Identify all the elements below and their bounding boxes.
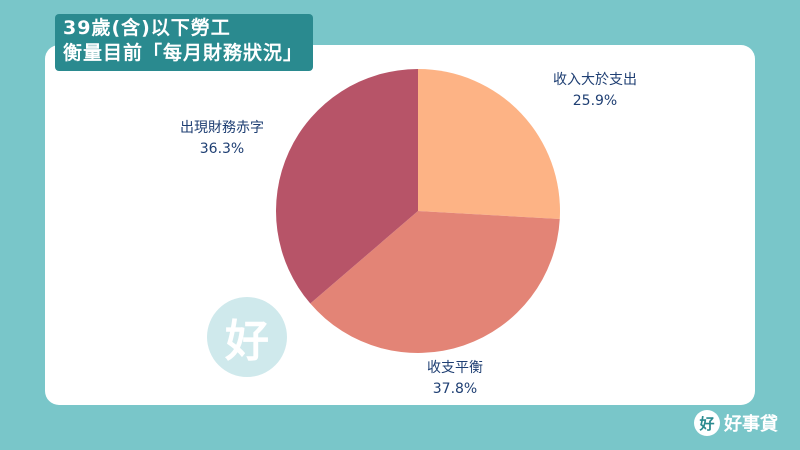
brand-name: 好事貸: [724, 414, 778, 435]
chart-title: 39歲(含)以下勞工 衡量目前「每月財務狀況」: [55, 14, 314, 71]
slice-value-label: 36.3%: [200, 141, 244, 157]
slice-value-label: 37.8%: [433, 381, 477, 397]
brand-icon: 好: [694, 410, 720, 436]
slice-label: 收入大於支出: [553, 72, 637, 88]
pie-slice: [310, 211, 560, 353]
slice-label: 收支平衡: [427, 360, 483, 376]
watermark-logo-icon: 好: [207, 297, 287, 377]
slice-label: 出現財務赤字: [180, 120, 264, 136]
brand-logo: 好 好事貸: [694, 410, 778, 436]
pie-slice: [275, 68, 418, 304]
slice-value-label: 25.9%: [573, 93, 617, 109]
pie-slice: [418, 69, 560, 220]
chart-title-line1: 39歲(含)以下勞工: [63, 17, 231, 39]
chart-title-line2: 衡量目前「每月財務狀況」: [63, 42, 304, 64]
